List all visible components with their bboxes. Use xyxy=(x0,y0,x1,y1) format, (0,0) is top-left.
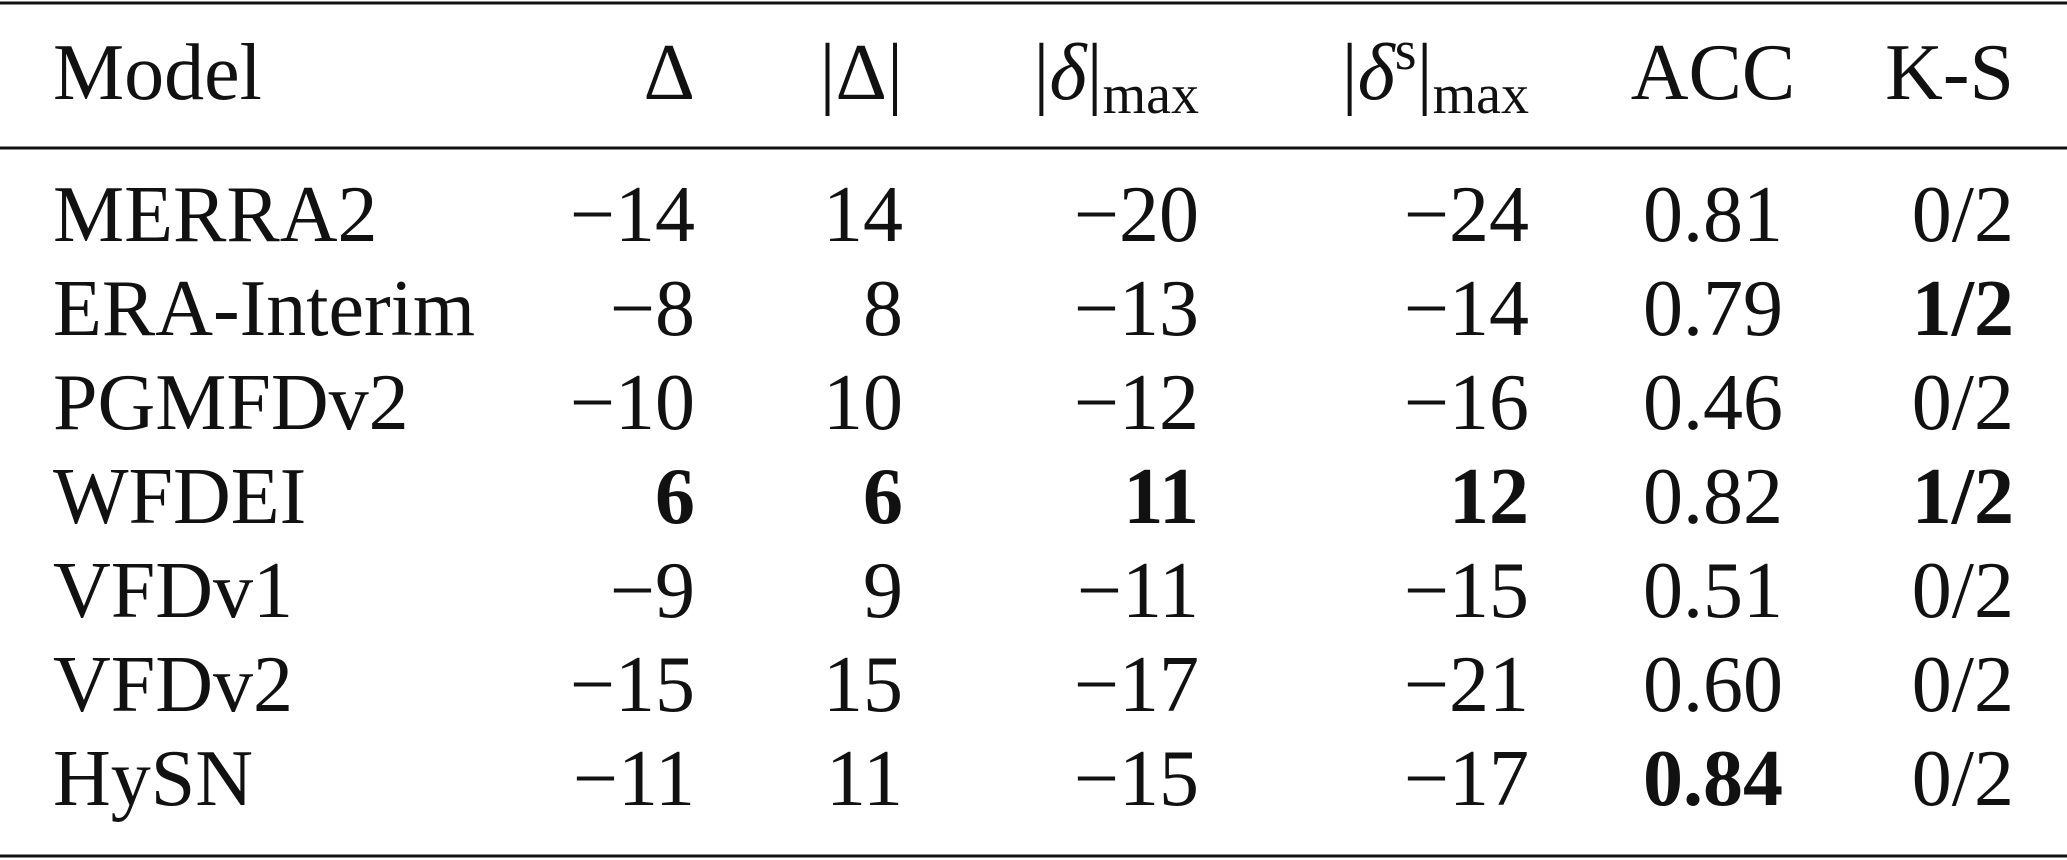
table-cell: −15 xyxy=(570,641,695,729)
table-cell: 15 xyxy=(823,641,903,729)
table-cell: 0/2 xyxy=(1912,547,2014,635)
header-text: | xyxy=(1033,29,1049,117)
model-name: MERRA2 xyxy=(53,171,378,259)
model-name: WFDEI xyxy=(53,453,306,541)
table-cell: 8 xyxy=(863,265,903,353)
table-cell: −13 xyxy=(1074,265,1199,353)
model-name: VFDv1 xyxy=(53,547,293,635)
table-cell: −17 xyxy=(1404,735,1529,823)
table-cell: 0.46 xyxy=(1643,359,1783,447)
table-cell: 0.60 xyxy=(1643,641,1783,729)
table-cell: 0/2 xyxy=(1912,641,2014,729)
table-cell: −12 xyxy=(1074,359,1199,447)
table-cell: 0.51 xyxy=(1643,547,1783,635)
table-cell: −8 xyxy=(610,265,695,353)
header-text: K-S xyxy=(1885,29,2014,117)
table-cell: 0.81 xyxy=(1643,171,1783,259)
table-cell: 6 xyxy=(863,453,903,541)
header-text: | xyxy=(1342,29,1358,117)
header-cell: K-S xyxy=(1885,29,2014,117)
header-cell: |Δ| xyxy=(820,29,903,117)
table-cell: 0.82 xyxy=(1643,453,1783,541)
header-sub: max xyxy=(1433,64,1529,126)
header-cell: Δ xyxy=(644,29,695,117)
table-cell: 0/2 xyxy=(1912,735,2014,823)
table-cell: 0.84 xyxy=(1643,735,1783,823)
table-cell: −14 xyxy=(570,171,695,259)
header-cell: Model xyxy=(53,29,262,117)
header-text: Δ xyxy=(644,29,695,117)
header-text: |Δ| xyxy=(820,29,903,117)
table-cell: 12 xyxy=(1449,453,1529,541)
header-cell: |δ|max xyxy=(1033,29,1199,126)
header-text: Model xyxy=(53,29,262,117)
model-name: ERA-Interim xyxy=(53,265,475,353)
header-italic: δ xyxy=(1049,29,1088,117)
table-cell: −17 xyxy=(1074,641,1199,729)
header-sub: max xyxy=(1103,64,1199,126)
header-text: ACC xyxy=(1631,29,1796,117)
table-cell: 0.79 xyxy=(1643,265,1783,353)
table-cell: 11 xyxy=(1123,453,1199,541)
table-cell: −14 xyxy=(1404,265,1529,353)
header-italic: δ xyxy=(1358,29,1397,117)
table-cell: −15 xyxy=(1404,547,1529,635)
table-cell: −24 xyxy=(1404,171,1529,259)
table-cell: −10 xyxy=(570,359,695,447)
header-cell: |δs|max xyxy=(1342,20,1529,126)
model-name: HySN xyxy=(53,735,253,823)
table-cell: 1/2 xyxy=(1912,453,2014,541)
header-cell: ACC xyxy=(1631,29,1796,117)
model-name: PGMFDv2 xyxy=(53,359,409,447)
table-cell: 0/2 xyxy=(1912,359,2014,447)
header-sup: s xyxy=(1395,20,1417,82)
table-cell: 6 xyxy=(655,453,695,541)
table-cell: 14 xyxy=(823,171,903,259)
table-cell: −11 xyxy=(573,735,695,823)
header-text: | xyxy=(1417,29,1433,117)
table-cell: 9 xyxy=(863,547,903,635)
table-cell: −9 xyxy=(610,547,695,635)
table-cell: −15 xyxy=(1074,735,1199,823)
table-cell: 0/2 xyxy=(1912,171,2014,259)
table-cell: −16 xyxy=(1404,359,1529,447)
table-cell: −20 xyxy=(1074,171,1199,259)
table-cell: −21 xyxy=(1404,641,1529,729)
header-text: | xyxy=(1087,29,1103,117)
table-cell: 11 xyxy=(826,735,903,823)
table-cell: −11 xyxy=(1077,547,1199,635)
model-name: VFDv2 xyxy=(53,641,293,729)
table-cell: 1/2 xyxy=(1912,265,2014,353)
table-cell: 10 xyxy=(823,359,903,447)
